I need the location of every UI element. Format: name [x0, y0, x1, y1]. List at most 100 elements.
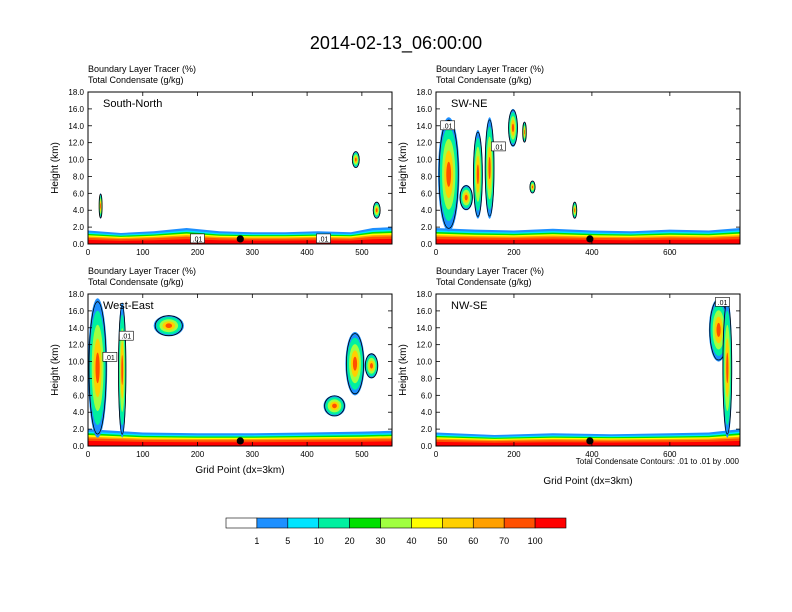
location-marker	[586, 437, 594, 445]
colorbar-box-5	[380, 517, 412, 529]
x-tick-label: 0	[434, 248, 439, 257]
panels: .01 .01 0.0 2.0 4.0 6.0 8.0 10.0 12.0 14.0 16.0 18.…	[50, 64, 741, 487]
condensate-contour-1	[98, 193, 103, 219]
colorbar-box-3	[318, 517, 350, 529]
x-tick-label: 500	[355, 450, 369, 459]
plot-area	[88, 294, 392, 446]
x-tick-label: 0	[434, 450, 439, 459]
y-tick-label: 2.0	[421, 425, 433, 434]
y-axis-label: Height (km)	[398, 344, 409, 396]
panel-name: South-North	[103, 98, 162, 110]
x-tick-label: 200	[507, 248, 521, 257]
plot-area	[88, 92, 392, 244]
contour-label-box-1	[316, 233, 331, 244]
contour-label-1: .01	[319, 236, 329, 243]
panel-name: NW-SE	[451, 300, 487, 312]
plume-0-layer-4	[716, 322, 721, 337]
contour-label-box-0	[440, 120, 456, 131]
plume-1-layer-4	[476, 164, 479, 185]
x-tick-label: 400	[585, 248, 599, 257]
y-tick-label: 0.0	[421, 442, 433, 451]
plume-4-layer-4	[464, 194, 468, 201]
field-title-tracer: Boundary Layer Tracer (%)	[436, 266, 544, 276]
x-tick-label: 200	[191, 450, 205, 459]
y-tick-label: 2.0	[421, 223, 433, 232]
panel-south-north: .01 .01 0.0 2.0 4.0 6.0 8.0 10.0 12.0 14.0 16.0 18.…	[50, 64, 393, 257]
colorbar-label-4: 30	[376, 536, 386, 546]
plume-2-layer-4	[375, 208, 378, 213]
y-axis-label: Height (km)	[50, 142, 61, 194]
location-marker	[236, 437, 244, 445]
y-tick-label: 12.0	[416, 139, 432, 148]
plume-5-layer-4	[370, 363, 373, 369]
x-axis-label: Grid Point (dx=3km)	[543, 476, 632, 487]
y-tick-label: 12.0	[68, 341, 84, 350]
plume-3-layer-4	[352, 356, 358, 371]
plume-0-layer-4	[95, 352, 100, 384]
condensate-contour-5	[522, 121, 527, 143]
colorbar-label-2: 10	[314, 536, 324, 546]
colorbar-box-9	[503, 517, 536, 529]
x-tick-label: 0	[86, 450, 91, 459]
x-tick-label: 100	[136, 248, 150, 257]
colorbar-box-2	[287, 517, 320, 529]
field-title-condensate: Total Condensate (g/kg)	[436, 277, 532, 287]
y-tick-label: 0.0	[421, 240, 433, 249]
y-tick-label: 10.0	[68, 358, 84, 367]
x-tick-label: 400	[300, 248, 314, 257]
location-marker	[236, 235, 244, 243]
plume-2-layer-4	[488, 156, 491, 180]
plume-2-layer-4	[165, 323, 173, 329]
contour-label-1: .01	[494, 144, 504, 151]
plot-frame	[435, 91, 741, 245]
y-tick-label: 6.0	[73, 189, 85, 198]
y-tick-label: 10.0	[416, 156, 432, 165]
colorbar-label-8: 70	[499, 536, 509, 546]
condensate-contour-0	[438, 119, 459, 229]
condensate-contour-4	[324, 395, 345, 417]
plot-frame	[87, 91, 393, 245]
plot-frame	[435, 293, 741, 447]
contour-label-box-0	[119, 330, 134, 341]
condensate-contour-1	[118, 305, 127, 435]
y-tick-label: 16.0	[68, 105, 84, 114]
y-tick-label: 18.0	[68, 88, 84, 97]
x-tick-label: 300	[246, 248, 260, 257]
contour-label-0: .01	[121, 334, 131, 341]
y-tick-label: 6.0	[73, 391, 85, 400]
plume-1-layer-4	[100, 203, 101, 209]
colorbar-label-0: 1	[254, 536, 259, 546]
x-tick-label: 200	[191, 248, 205, 257]
colorbar-box-10	[534, 517, 567, 529]
condensate-contour-1	[473, 131, 483, 217]
y-tick-label: 4.0	[73, 408, 85, 417]
plume-4-layer-4	[332, 403, 337, 409]
condensate-contour-2	[484, 119, 495, 217]
y-tick-label: 12.0	[68, 139, 84, 148]
x-tick-label: 600	[663, 248, 677, 257]
y-tick-label: 10.0	[416, 358, 432, 367]
plume-3-layer-4	[511, 123, 515, 133]
y-tick-label: 6.0	[421, 189, 433, 198]
x-tick-label: 300	[246, 450, 260, 459]
contour-note: Total Condensate Contours: .01 to .01 by…	[576, 457, 740, 466]
y-tick-label: 6.0	[421, 391, 433, 400]
y-tick-label: 8.0	[73, 374, 85, 383]
x-tick-label: 0	[86, 248, 91, 257]
plot-frame	[87, 293, 393, 447]
field-title-tracer: Boundary Layer Tracer (%)	[88, 266, 196, 276]
condensate-contour-5	[364, 353, 379, 379]
y-tick-label: 8.0	[73, 172, 85, 181]
field-title-condensate: Total Condensate (g/kg)	[88, 277, 184, 287]
figure-title: 2014-02-13_06:00:00	[310, 33, 482, 54]
location-marker	[586, 235, 594, 243]
y-tick-label: 16.0	[416, 105, 432, 114]
colorbar-box-1	[256, 517, 289, 529]
y-axis-label: Height (km)	[50, 344, 61, 396]
contour-label-0: .01	[443, 123, 453, 130]
condensate-contour-4	[459, 185, 473, 211]
field-title-tracer: Boundary Layer Tracer (%)	[88, 64, 196, 74]
y-tick-label: 18.0	[416, 290, 432, 299]
x-tick-label: 400	[585, 450, 599, 459]
